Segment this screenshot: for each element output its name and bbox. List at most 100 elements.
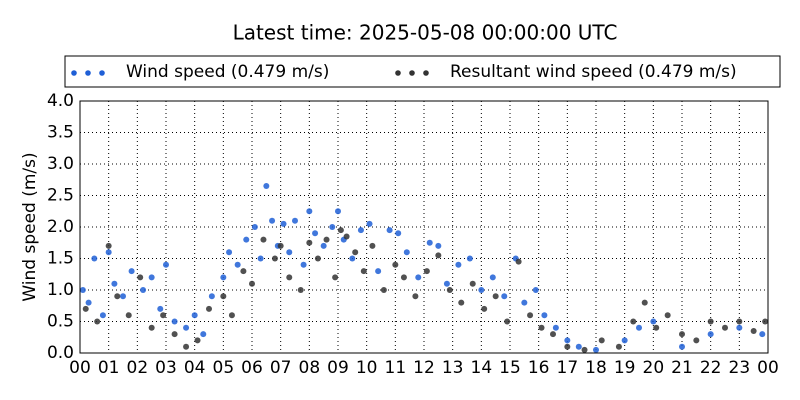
legend-marker: [423, 70, 429, 76]
y-tick-label: 3.5: [47, 123, 74, 143]
point: [260, 236, 267, 243]
point: [641, 299, 648, 306]
x-tick-label: 14: [471, 358, 493, 378]
point: [759, 331, 766, 338]
point: [435, 252, 442, 259]
point: [707, 331, 714, 338]
point: [621, 337, 628, 344]
point: [148, 324, 155, 331]
point: [615, 343, 622, 350]
point: [306, 239, 313, 246]
y-tick-label: 4.0: [47, 91, 74, 111]
point: [332, 274, 339, 281]
x-tick-label: 18: [585, 358, 607, 378]
point: [581, 346, 588, 353]
point: [400, 274, 407, 281]
point: [515, 258, 522, 265]
point: [200, 331, 207, 338]
point: [481, 305, 488, 312]
x-tick-label: 17: [557, 358, 579, 378]
point: [386, 227, 393, 234]
point: [395, 230, 402, 237]
point: [120, 293, 126, 300]
y-axis-label: Wind speed (m/s): [20, 152, 40, 301]
point: [320, 242, 327, 249]
point: [352, 249, 359, 256]
x-tick-label: 22: [700, 358, 722, 378]
point: [478, 287, 485, 293]
point: [636, 324, 642, 331]
plot-frame: [79, 100, 769, 354]
point: [403, 249, 410, 256]
point: [679, 343, 685, 350]
x-tick-label: 19: [614, 358, 636, 378]
point: [160, 312, 167, 319]
point: [140, 287, 147, 293]
point: [650, 318, 657, 325]
point: [234, 261, 241, 268]
x-tick-label: 06: [241, 358, 263, 378]
point: [240, 268, 247, 275]
point: [171, 318, 178, 325]
point: [220, 293, 227, 300]
point: [360, 268, 367, 275]
x-tick-label: 20: [643, 358, 665, 378]
x-tick-label: 23: [729, 358, 751, 378]
point: [423, 268, 430, 275]
point: [504, 318, 511, 325]
point: [85, 299, 92, 306]
point: [357, 227, 364, 234]
x-tick-label: 07: [270, 358, 292, 378]
point: [300, 261, 307, 268]
point: [380, 287, 387, 293]
point: [251, 224, 258, 230]
point: [128, 268, 135, 275]
point: [750, 327, 757, 334]
point: [79, 287, 86, 293]
point: [306, 208, 313, 215]
point: [148, 274, 155, 281]
legend-marker: [99, 70, 105, 76]
x-tick-label: 04: [184, 358, 206, 378]
point: [446, 287, 453, 293]
x-tick-label: 15: [499, 358, 521, 378]
x-tick-label: 16: [528, 358, 550, 378]
point: [228, 312, 235, 319]
legend-label: Resultant wind speed (0.479 m/s): [450, 62, 737, 82]
point: [137, 274, 144, 281]
point: [415, 274, 422, 281]
point: [280, 220, 287, 227]
point: [271, 255, 278, 262]
point: [443, 280, 450, 287]
point: [435, 242, 442, 249]
point: [125, 312, 132, 319]
point: [707, 318, 714, 325]
point: [94, 318, 101, 325]
point: [183, 343, 190, 350]
x-tick-label: 10: [356, 358, 378, 378]
chart-title: Latest time: 2025-05-08 00:00:00 UTC: [233, 21, 618, 45]
point: [366, 220, 373, 227]
point: [593, 346, 599, 353]
x-tick-label: 00: [69, 358, 91, 378]
point: [314, 255, 321, 262]
point: [426, 239, 433, 246]
legend-marker: [85, 70, 91, 76]
point: [286, 249, 293, 256]
legend-marker: [395, 70, 401, 76]
point: [564, 343, 571, 350]
point: [337, 227, 344, 234]
point: [458, 299, 465, 306]
x-tick-label: 05: [213, 358, 235, 378]
point: [521, 299, 528, 306]
point: [292, 217, 298, 224]
point: [323, 236, 330, 243]
point: [679, 331, 685, 338]
point: [722, 324, 728, 331]
x-tick-label: 13: [442, 358, 464, 378]
point: [171, 331, 178, 338]
point: [538, 324, 545, 331]
point: [269, 217, 276, 224]
point: [541, 312, 548, 319]
